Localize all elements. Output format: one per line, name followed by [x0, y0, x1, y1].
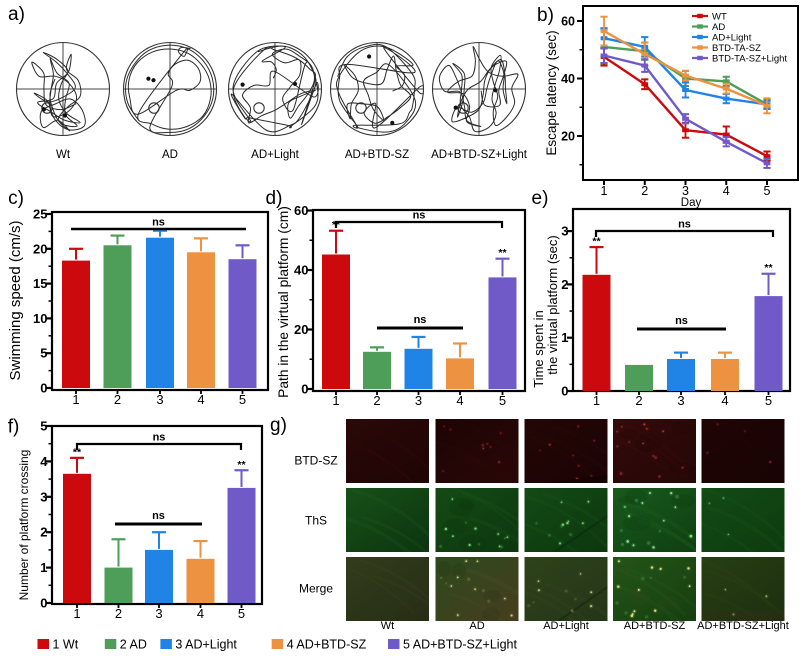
- svg-text:1: 1: [561, 330, 568, 345]
- svg-text:f): f): [8, 417, 20, 438]
- svg-text:c): c): [8, 188, 24, 209]
- svg-text:20: 20: [294, 322, 308, 337]
- svg-text:ns: ns: [678, 219, 691, 231]
- svg-text:WT: WT: [712, 11, 727, 22]
- svg-text:4: 4: [197, 606, 204, 621]
- svg-text:60: 60: [561, 15, 575, 29]
- svg-text:4: 4: [721, 393, 728, 408]
- svg-text:ns: ns: [153, 432, 166, 444]
- svg-text:ns: ns: [675, 315, 688, 327]
- svg-text:40: 40: [294, 263, 308, 278]
- svg-text:3: 3: [156, 392, 163, 407]
- svg-text:AD+BTD-SZ: AD+BTD-SZ: [345, 149, 409, 161]
- svg-text:g): g): [270, 415, 287, 436]
- svg-text:1: 1: [73, 606, 80, 621]
- svg-text:BTD-TA-SZ: BTD-TA-SZ: [712, 43, 761, 54]
- svg-text:BTD-TA-SZ+Light: BTD-TA-SZ+Light: [712, 53, 787, 64]
- svg-text:BTD-SZ: BTD-SZ: [294, 454, 337, 468]
- svg-text:AD: AD: [162, 149, 178, 161]
- svg-text:e): e): [532, 188, 549, 209]
- svg-text:Swimming speed (cm/s): Swimming speed (cm/s): [7, 220, 24, 380]
- svg-text:2: 2: [635, 393, 642, 408]
- svg-text:2: 2: [114, 392, 121, 407]
- svg-text:AD+Light: AD+Light: [543, 620, 589, 632]
- svg-text:AD: AD: [469, 620, 484, 632]
- svg-text:3: 3: [677, 393, 684, 408]
- svg-text:15: 15: [33, 276, 47, 291]
- svg-text:5: 5: [764, 184, 771, 198]
- svg-text:2: 2: [115, 606, 122, 621]
- svg-text:AD+Light: AD+Light: [251, 149, 299, 161]
- svg-text:Day: Day: [681, 197, 702, 209]
- svg-text:1: 1: [332, 393, 339, 408]
- svg-text:Number of platform crossing: Number of platform crossing: [17, 450, 31, 601]
- svg-text:0: 0: [561, 384, 568, 399]
- svg-text:AD+Light: AD+Light: [712, 32, 752, 43]
- svg-text:0: 0: [40, 596, 47, 611]
- svg-text:0: 0: [301, 382, 308, 397]
- svg-text:3: 3: [40, 489, 47, 504]
- svg-text:5: 5: [765, 393, 772, 408]
- svg-text:b): b): [537, 5, 554, 26]
- svg-text:4: 4: [456, 393, 463, 408]
- svg-text:3: 3: [561, 224, 568, 239]
- svg-text:5: 5: [238, 606, 245, 621]
- svg-text:4: 4: [723, 184, 730, 198]
- svg-text:ns: ns: [152, 510, 165, 522]
- svg-text:2: 2: [561, 277, 568, 292]
- svg-text:ns: ns: [413, 210, 426, 222]
- svg-text:5: 5: [499, 393, 506, 408]
- svg-text:ThS: ThS: [305, 514, 327, 528]
- svg-text:Wt: Wt: [381, 620, 394, 632]
- svg-text:d): d): [266, 188, 283, 209]
- svg-text:Wt: Wt: [56, 149, 71, 161]
- svg-text:ns: ns: [414, 314, 427, 326]
- svg-text:40: 40: [561, 72, 575, 86]
- svg-text:ns: ns: [152, 217, 165, 229]
- svg-text:3: 3: [155, 606, 162, 621]
- svg-text:**: **: [498, 247, 507, 259]
- svg-text:Time spent in: Time spent in: [531, 310, 546, 388]
- svg-text:4: 4: [40, 454, 48, 469]
- svg-text:1 Wt: 1 Wt: [53, 638, 79, 652]
- svg-text:Path in the virtual platform (: Path in the virtual platform (cm): [276, 206, 291, 398]
- svg-text:AD+BTD-SZ+Light: AD+BTD-SZ+Light: [431, 149, 528, 161]
- svg-text:AD+BTD-SZ: AD+BTD-SZ: [624, 620, 686, 632]
- svg-text:3: 3: [682, 184, 689, 198]
- svg-text:5: 5: [40, 346, 47, 361]
- svg-text:Escape latency (sec): Escape latency (sec): [544, 30, 559, 155]
- svg-text:**: **: [764, 262, 773, 274]
- svg-text:AD: AD: [712, 22, 725, 33]
- svg-text:4: 4: [197, 392, 204, 407]
- svg-text:5 AD+BTD-SZ+Light: 5 AD+BTD-SZ+Light: [403, 638, 517, 652]
- svg-text:2: 2: [373, 393, 380, 408]
- svg-text:the virtual platform (sec): the virtual platform (sec): [545, 235, 560, 374]
- svg-text:0: 0: [40, 381, 47, 396]
- svg-text:AD+BTD-SZ+Light: AD+BTD-SZ+Light: [697, 620, 789, 632]
- svg-text:**: **: [237, 459, 246, 471]
- svg-text:25: 25: [33, 207, 47, 222]
- svg-text:3 AD+Light: 3 AD+Light: [175, 638, 237, 652]
- svg-text:1: 1: [601, 184, 608, 198]
- svg-text:1: 1: [593, 393, 600, 408]
- svg-text:**: **: [73, 446, 82, 458]
- svg-text:2: 2: [641, 184, 648, 198]
- svg-text:3: 3: [415, 393, 422, 408]
- svg-text:5: 5: [40, 419, 47, 434]
- svg-text:10: 10: [33, 311, 47, 326]
- svg-text:Merge: Merge: [299, 582, 333, 596]
- svg-text:2 AD: 2 AD: [120, 638, 147, 652]
- svg-text:4 AD+BTD-SZ: 4 AD+BTD-SZ: [287, 638, 367, 652]
- svg-text:5: 5: [239, 392, 246, 407]
- svg-text:**: **: [592, 236, 601, 248]
- svg-text:60: 60: [294, 203, 308, 218]
- svg-text:1: 1: [72, 392, 79, 407]
- svg-text:2: 2: [40, 525, 47, 540]
- svg-text:20: 20: [561, 130, 575, 144]
- svg-text:a): a): [8, 4, 25, 25]
- svg-text:1: 1: [40, 560, 47, 575]
- svg-text:20: 20: [33, 241, 47, 256]
